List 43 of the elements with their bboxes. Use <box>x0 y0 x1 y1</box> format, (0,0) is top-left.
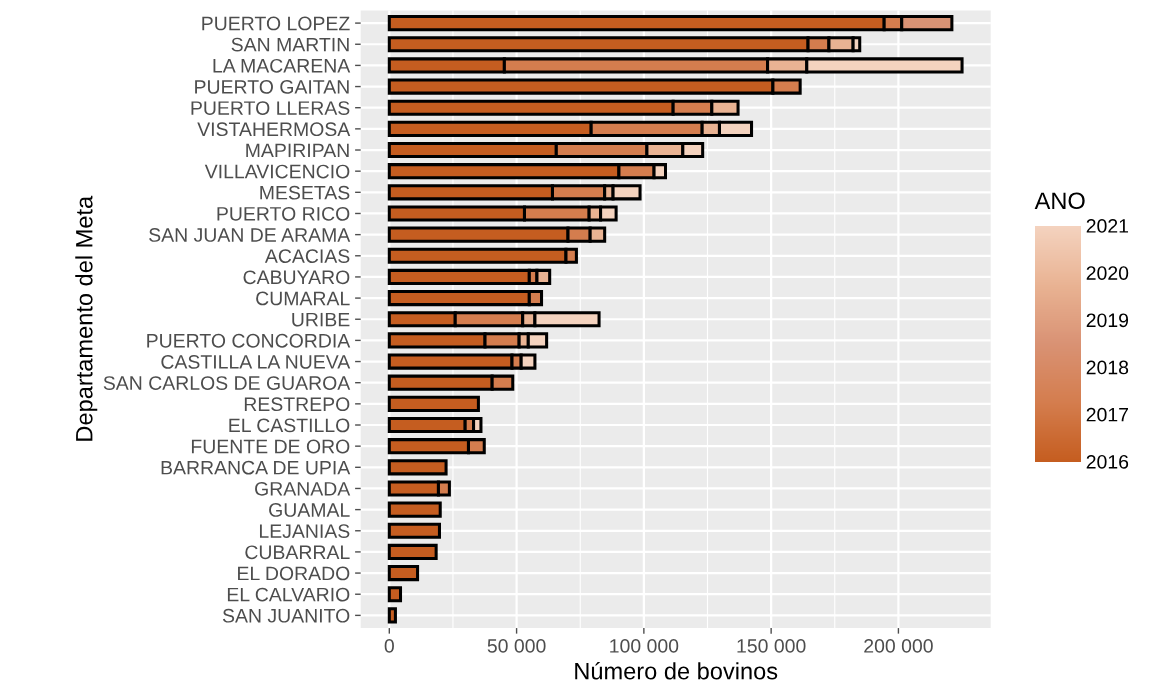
color-bar-label: 2021 <box>1086 219 1129 233</box>
y-tick-label: CUMARAL <box>256 291 350 306</box>
y-tick-label: URIBE <box>292 312 350 327</box>
color-bar-label: 2020 <box>1086 266 1129 280</box>
y-tick-label: SAN CARLOS DE GUAROA <box>103 376 351 390</box>
y-tick-label: EL DORADO <box>238 566 350 581</box>
y-tick-label: VISTAHERMOSA <box>197 122 351 137</box>
y-tick-label: PUERTO LLERAS <box>191 101 350 115</box>
y-tick-label: MESETAS <box>260 185 350 200</box>
y-tick-label: RESTREPO <box>244 397 350 412</box>
y-tick-label: SAN MARTIN <box>231 37 349 52</box>
y-tick-label: LEJANIAS <box>259 524 350 538</box>
y-tick-label: VILLAVICENCIO <box>204 164 350 179</box>
color-bar-label: 2019 <box>1086 313 1129 328</box>
y-tick-label: BARRANCA DE UPIA <box>161 460 351 475</box>
y-tick-label: EL CALVARIO <box>227 587 350 602</box>
y-tick-label: SAN JUAN DE ARAMA <box>149 228 351 242</box>
y-tick-label: CABUYARO <box>243 270 350 285</box>
y-tick-label: SAN JUANITO <box>222 608 350 623</box>
y-tick-label: GUAMAL <box>269 503 350 517</box>
y-tick-label: PUERTO CONCORDIA <box>147 333 351 348</box>
y-tick-label: CUBARRAL <box>245 545 350 560</box>
x-tick-label: 150 000 <box>737 639 806 653</box>
x-tick-label: 0 <box>384 639 394 653</box>
color-bar-label: 2017 <box>1086 407 1128 422</box>
y-tick-label: EL CASTILLO <box>229 418 350 433</box>
y-tick-label: CASTILLA LA NUEVA <box>161 355 351 369</box>
color-bar-label: 2016 <box>1086 454 1129 469</box>
y-tick-label: MAPIRIPAN <box>246 143 349 158</box>
y-tick-label: PUERTO GAITAN <box>195 80 349 94</box>
y-axis-title: Departamento del Meta <box>75 195 98 441</box>
x-tick-label: 100 000 <box>610 639 679 653</box>
y-tick-label: PUERTO RICO <box>217 206 350 221</box>
y-tick-label: PUERTO LOPEZ <box>202 16 350 31</box>
x-tick-label: 50 000 <box>487 639 546 653</box>
y-tick-label: GRANADA <box>255 481 351 496</box>
y-tick-label: LA MACARENA <box>213 58 351 73</box>
x-axis-title: Número de bovinos <box>575 661 778 680</box>
x-tick-label: 200 000 <box>864 639 933 653</box>
color-bar-title: ANO <box>1034 192 1085 210</box>
y-tick-label: FUENTE DE ORO <box>191 439 350 454</box>
color-bar-label: 2018 <box>1086 360 1129 375</box>
y-tick-label: ACACIAS <box>264 249 350 264</box>
